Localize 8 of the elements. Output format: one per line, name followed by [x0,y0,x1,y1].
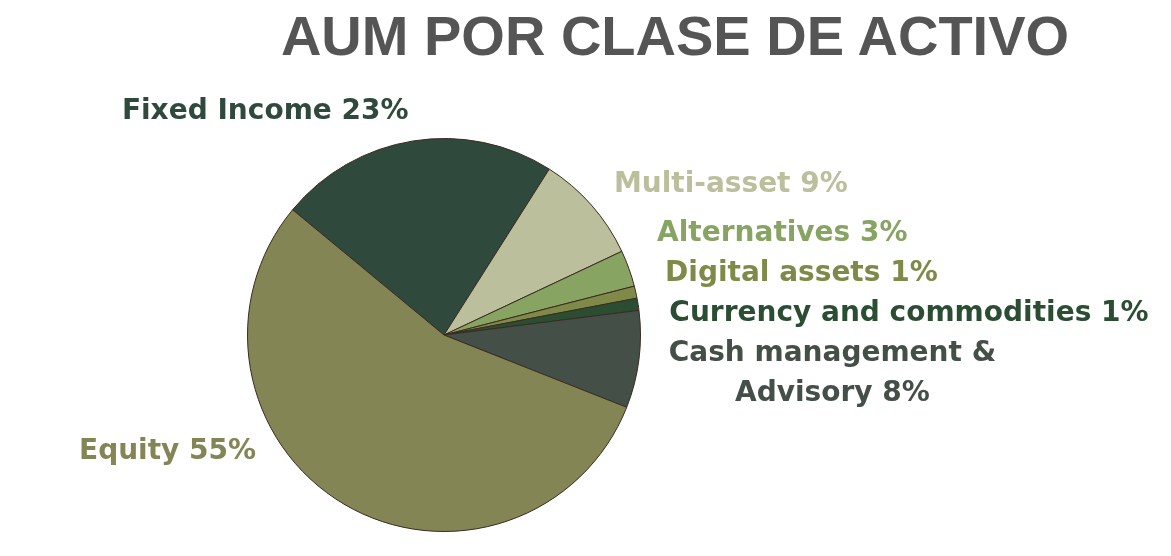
slice-label: Cash management & Advisory 8% [668,335,997,409]
chart-title: AUM POR CLASE DE ACTIVO [279,3,1071,69]
slice-label: Multi-asset 9% [613,166,848,200]
slice-label: Fixed Income 23% [121,92,409,126]
slice-label: Currency and commodities 1% [669,295,1149,329]
slice-label: Alternatives 3% [657,215,908,249]
slice-label: Digital assets 1% [665,255,938,289]
slice-label: Equity 55% [79,433,257,467]
